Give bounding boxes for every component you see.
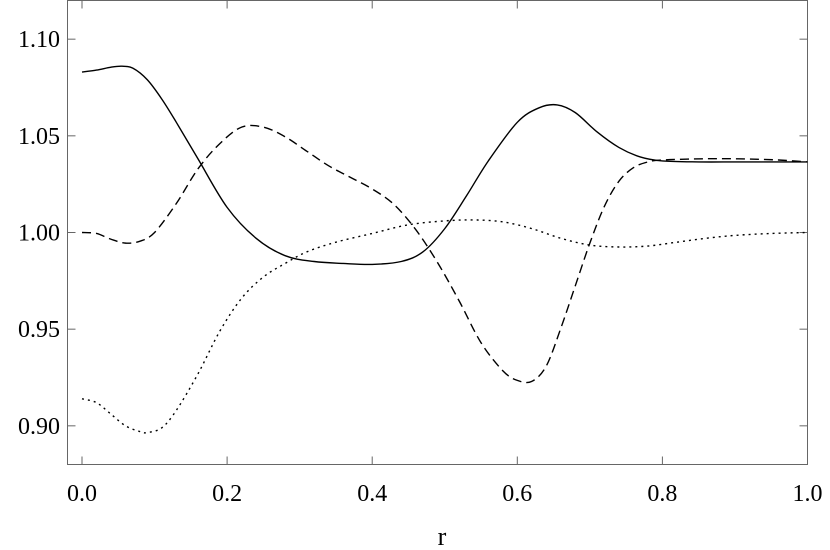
- series-line-dashed: [81, 124, 808, 384]
- tick-labels: 0.0 0.2 0.4 0.6 0.8 1.0 0.90 0.95 1.00 1.05 1.10: [18, 27, 823, 507]
- y-tick-label: 1.05: [18, 124, 60, 150]
- tick-marks: [67, 0, 808, 465]
- plot-frame: [67, 0, 808, 465]
- series-line-solid: [81, 65, 808, 266]
- x-tick-label: 0.8: [647, 481, 677, 507]
- series-line-dotted: [81, 219, 808, 434]
- y-tick-label: 0.90: [18, 414, 60, 440]
- x-tick-label: 0.0: [67, 481, 97, 507]
- x-tick-label: 0.2: [212, 481, 242, 507]
- y-tick-label: 0.95: [18, 317, 60, 343]
- x-tick-label: 0.4: [357, 481, 387, 507]
- y-tick-label: 1.00: [18, 221, 60, 247]
- x-tick-label: 0.6: [502, 481, 532, 507]
- data-series: [81, 65, 808, 434]
- x-axis-title: r: [438, 522, 447, 550]
- y-tick-label: 1.10: [18, 27, 60, 53]
- x-tick-label: 1.0: [793, 481, 823, 507]
